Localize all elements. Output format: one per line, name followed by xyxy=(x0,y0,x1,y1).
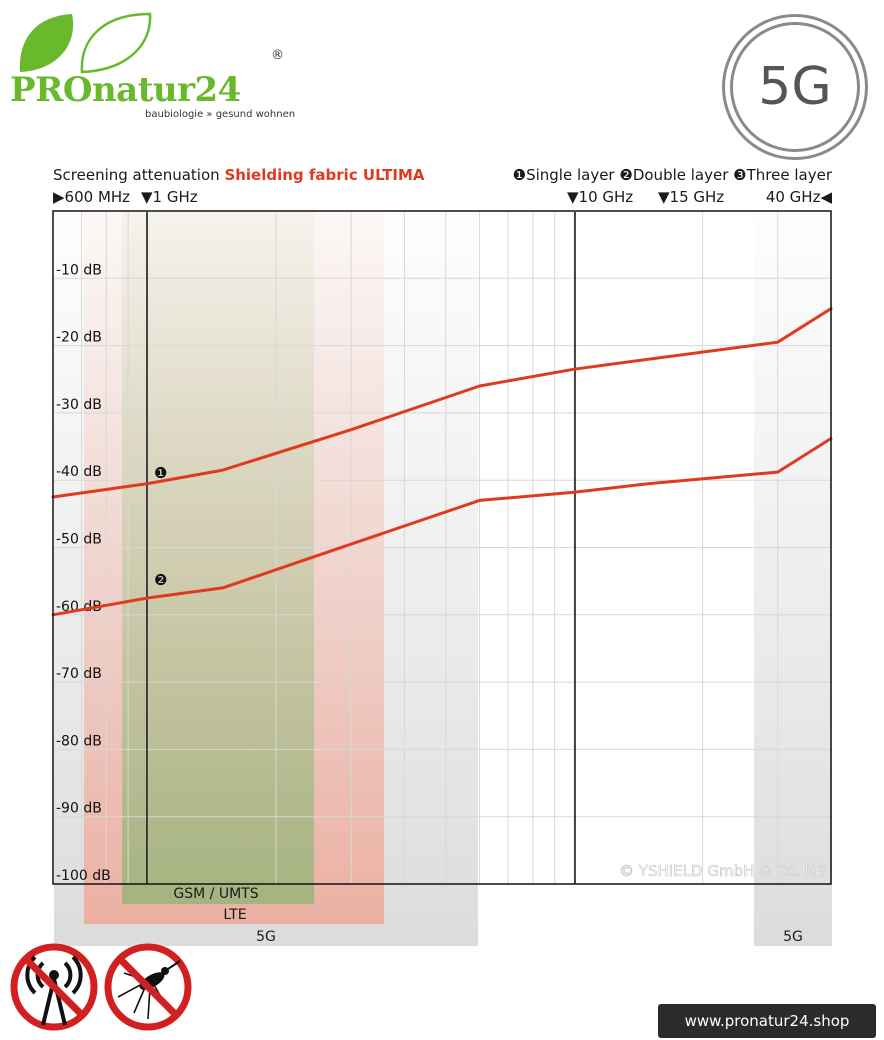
y-tick-label: -90 dB xyxy=(56,801,102,817)
freq-10ghz-label: 10 GHz xyxy=(578,188,634,206)
5g-badge-text: 5G xyxy=(758,57,832,117)
band-gsm-umts xyxy=(122,212,314,904)
legend-label-2: Double layer xyxy=(632,166,729,184)
brand-name: PROnatur24 xyxy=(10,70,241,110)
down-triangle-icon: ▼ xyxy=(658,188,670,206)
band-label-gsm-umts: GSM / UMTS xyxy=(173,886,259,902)
y-tick-label: -100 dB xyxy=(56,868,111,884)
series-label-2: ❷ xyxy=(154,571,167,589)
down-triangle-icon: ▼ xyxy=(567,188,579,206)
chart-grid xyxy=(53,211,831,885)
band-label-5g-low: 5G xyxy=(256,929,276,945)
legend-marker-3: ❸ xyxy=(733,166,747,184)
y-tick-label: -30 dB xyxy=(56,397,102,413)
freq-15ghz-label: 15 GHz xyxy=(669,188,725,206)
brand-logo: PROnatur24 ® baubiologie » gesund wohnen xyxy=(10,12,300,124)
freq-start: ▶600 MHz xyxy=(53,188,130,206)
series-line-2 xyxy=(51,437,833,617)
freq-15ghz: ▼15 GHz xyxy=(658,188,724,206)
y-tick-label: -50 dB xyxy=(56,532,102,548)
freq-start-label: 600 MHz xyxy=(64,188,131,206)
band-5g-high xyxy=(754,212,832,946)
legend-marker-2: ❷ xyxy=(619,166,633,184)
y-tick-label: -10 dB xyxy=(56,262,102,278)
freq-end-label: 40 GHz xyxy=(765,188,821,206)
freq-10ghz: ▼10 GHz xyxy=(567,188,633,206)
5g-badge: 5G xyxy=(722,14,868,160)
data-series xyxy=(51,307,833,617)
legend-marker-1: ❶ xyxy=(512,166,527,184)
registered-mark: ® xyxy=(271,48,284,63)
freq-end: 40 GHz◀ xyxy=(766,188,832,206)
legend-label-3: Three layer xyxy=(746,166,832,184)
no-mosquito-icon xyxy=(104,943,192,1031)
watermark: © YSHIELD GmbH & Co. KG xyxy=(619,862,826,880)
y-tick-label: -40 dB xyxy=(56,464,102,480)
down-triangle-icon: ▼ xyxy=(141,188,153,206)
y-axis-ticks: -10 dB-20 dB-30 dB-40 dB-50 dB-60 dB-70 … xyxy=(56,262,111,884)
series-line-1 xyxy=(51,307,833,499)
freq-1ghz-label: 1 GHz xyxy=(152,188,198,206)
legend: ❶Single layer ❷Double layer ❸Three layer xyxy=(513,166,832,184)
leaf-logo-icon xyxy=(19,12,152,74)
chart-title-product: Shielding fabric ULTIMA xyxy=(224,166,425,184)
legend-label-1: Single layer xyxy=(526,166,615,184)
y-tick-label: -20 dB xyxy=(56,330,102,346)
band-label-lte: LTE xyxy=(223,907,247,923)
freq-1ghz: ▼1 GHz xyxy=(141,188,198,206)
left-triangle-icon: ◀ xyxy=(820,188,832,206)
series-label-1: ❶ xyxy=(154,464,167,482)
band-label-5g-high: 5G xyxy=(783,929,803,945)
no-radiation-icon xyxy=(10,943,98,1031)
website-link[interactable]: www.pronatur24.shop xyxy=(658,1004,876,1038)
chart-title-prefix: Screening attenuation xyxy=(53,166,220,184)
plot-frame xyxy=(52,210,832,885)
y-tick-label: -80 dB xyxy=(56,733,102,749)
right-triangle-icon: ▶ xyxy=(53,188,65,206)
chart-title: Screening attenuation Shielding fabric U… xyxy=(53,166,425,184)
y-tick-label: -70 dB xyxy=(56,666,102,682)
brand-tagline: baubiologie » gesund wohnen xyxy=(145,109,296,120)
